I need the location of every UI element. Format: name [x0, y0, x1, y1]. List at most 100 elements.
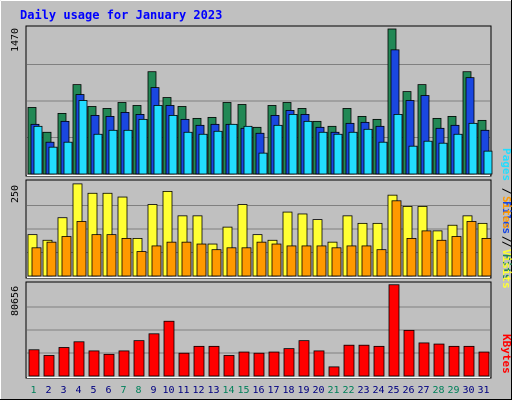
sites-bar: [436, 239, 447, 277]
pages-bar: [48, 146, 58, 175]
sites-bar: [31, 247, 42, 277]
kbytes-bar: [103, 353, 115, 377]
kbytes-bar: [418, 342, 430, 377]
pages-bar: [63, 141, 73, 175]
kbytes-bar: [133, 340, 145, 377]
x-tick-label: 11: [177, 385, 189, 396]
legend-files: Files: [500, 201, 512, 234]
x-tick-label: 15: [237, 385, 249, 396]
x-tick-label: 14: [222, 385, 234, 396]
x-tick-label: 19: [297, 385, 309, 396]
pages-bar: [468, 122, 478, 175]
x-tick-label: 12: [192, 385, 204, 396]
x-tick-label: 18: [282, 385, 294, 396]
pages-bar: [213, 130, 223, 175]
kbytes-bar: [253, 352, 265, 377]
x-tick-label: 28: [432, 385, 444, 396]
sites-bar: [331, 247, 342, 277]
kbytes-bar: [448, 345, 460, 377]
pages-bar: [168, 115, 178, 175]
x-tick-label: 30: [462, 385, 474, 396]
x-tick-label: 31: [477, 385, 489, 396]
pages-bar: [363, 128, 373, 175]
x-tick-label: 5: [90, 385, 96, 396]
pages-bar: [483, 150, 493, 175]
kbytes-bar: [298, 340, 310, 377]
kbytes-bar: [148, 333, 160, 377]
pages-bar: [318, 131, 328, 175]
kbytes-legend: KBytes: [500, 334, 512, 374]
sites-bar: [166, 241, 177, 277]
x-tick-label: 3: [60, 385, 66, 396]
pages-bar: [333, 133, 343, 175]
sites-bar: [361, 245, 372, 277]
pages-bar: [108, 129, 118, 175]
hits-ymax-label: 1470: [10, 28, 21, 52]
pages-bar: [303, 120, 313, 175]
x-tick-label: 9: [150, 385, 156, 396]
x-tick-label: 1: [30, 385, 36, 396]
sites-bar: [421, 230, 432, 277]
x-tick-label: 20: [312, 385, 324, 396]
sites-bar: [286, 245, 297, 277]
sites-bar: [376, 249, 387, 277]
kbytes-bar: [358, 344, 370, 377]
x-tick-label: 22: [342, 385, 354, 396]
kbytes-bar: [118, 350, 130, 377]
sites-bar: [46, 241, 57, 277]
sites-bar: [466, 221, 477, 277]
hits-legend: Pages / Files / Hits: [500, 148, 512, 281]
legend-separator: [500, 229, 512, 236]
pages-bar: [378, 141, 388, 175]
x-tick-label: 29: [447, 385, 459, 396]
sites-bar: [106, 234, 117, 277]
x-tick-label: 17: [267, 385, 279, 396]
x-tick-label: 24: [372, 385, 384, 396]
pages-bar: [123, 129, 133, 175]
pages-bar: [393, 114, 403, 175]
visits-legend: Sites / Visits: [500, 196, 512, 289]
legend-sites: Sites: [500, 196, 512, 229]
visits-ymax-label: 250: [10, 185, 21, 203]
kbytes-bar: [223, 355, 235, 377]
kbytes-bar: [478, 351, 490, 377]
sites-bar: [181, 241, 192, 277]
sites-bar: [211, 249, 222, 277]
pages-bar: [93, 133, 103, 175]
sites-bar: [256, 241, 267, 277]
kbytes-bar: [283, 348, 295, 377]
x-axis-labels: 1 2 3 4 5 6 7 8 9 10 11 12 13 14 15 16 17 18 19 20 21 22 23 24 2…: [30, 385, 489, 396]
x-tick-label: 8: [135, 385, 141, 396]
pages-bar: [438, 142, 448, 175]
legend-pages: Pages: [500, 148, 512, 181]
x-tick-label: 21: [327, 385, 339, 396]
kbytes-bar: [43, 355, 55, 377]
sites-bar: [391, 200, 402, 277]
kbytes-bar: [403, 329, 415, 377]
x-tick-label: 2: [45, 385, 51, 396]
kbytes-bar: [433, 343, 445, 377]
sites-bar: [91, 234, 102, 277]
kbytes-bar: [268, 351, 280, 377]
pages-bar: [183, 131, 193, 175]
visits-bars: [27, 183, 492, 277]
sites-bar: [121, 237, 132, 277]
pages-bar: [423, 140, 433, 175]
x-tick-label: 27: [417, 385, 429, 396]
pages-bar: [258, 152, 268, 175]
sites-bar: [301, 245, 312, 277]
kbytes-bar: [373, 345, 385, 377]
kbytes-bar: [178, 352, 190, 377]
sites-bar: [346, 245, 357, 277]
pages-bar: [243, 125, 253, 175]
pages-bar: [153, 105, 163, 175]
x-tick-label: 13: [207, 385, 219, 396]
legend-visits: Visits: [500, 249, 512, 289]
pages-bar: [453, 133, 463, 175]
kbytes-bar: [343, 344, 355, 377]
pages-bar: [228, 123, 238, 175]
x-tick-label: 7: [120, 385, 126, 396]
kbytes-bar: [58, 347, 70, 377]
kbytes-bar: [208, 345, 220, 377]
